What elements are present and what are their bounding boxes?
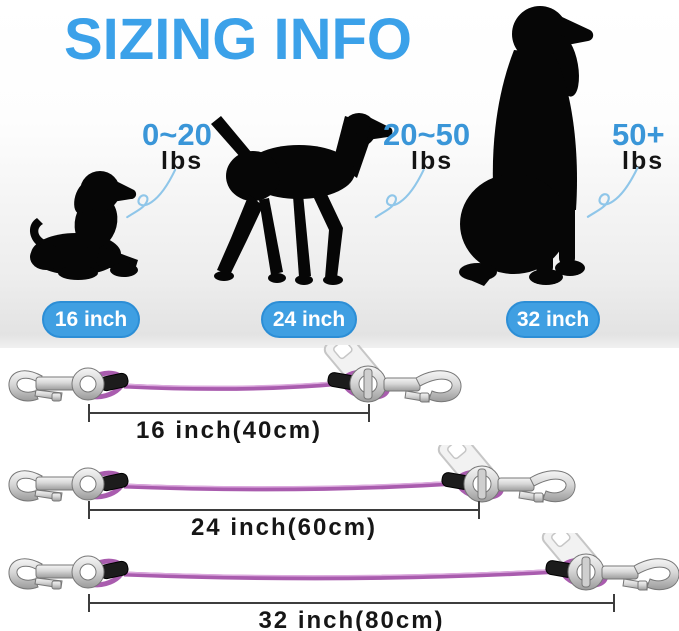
cable-16-inch-graphic — [8, 345, 462, 403]
curl-pointer-icon — [374, 168, 425, 219]
weight-range-large: 50+ — [612, 117, 665, 152]
medium-dog-silhouette — [211, 113, 393, 285]
measurement-line — [88, 594, 615, 612]
weight-range-medium: 20~50 — [383, 117, 471, 152]
measurement-line — [88, 404, 370, 422]
curl-pointer-icon — [586, 166, 639, 218]
size-badge-32-inch: 32 inch — [506, 301, 600, 338]
curl-pointer-icon — [126, 168, 177, 219]
measurement-line — [88, 501, 480, 519]
weight-unit-large: lbs — [622, 147, 665, 175]
cable-length-label: 24 inch(60cm) — [190, 514, 378, 541]
cable-32-inch-graphic — [8, 533, 679, 591]
page-title: SIZING INFO — [64, 7, 412, 72]
cable-24-inch-graphic — [8, 445, 576, 503]
weight-unit-small: lbs — [161, 147, 204, 175]
size-badge-24-inch: 24 inch — [261, 301, 357, 338]
size-badge-16-inch: 16 inch — [42, 301, 140, 338]
weight-range-small: 0~20 — [142, 117, 212, 152]
cable-length-label: 16 inch(40cm) — [135, 417, 323, 444]
weight-unit-medium: lbs — [411, 147, 454, 175]
large-dog-silhouette — [459, 6, 594, 286]
small-dog-silhouette — [29, 171, 138, 280]
cable-length-label: 32 inch(80cm) — [258, 607, 445, 631]
